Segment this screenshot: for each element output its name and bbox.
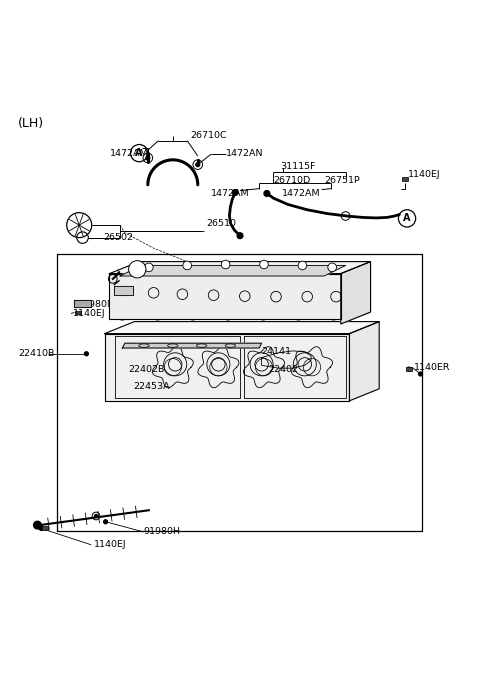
Circle shape (84, 352, 88, 356)
Circle shape (255, 349, 258, 352)
Text: 31115F: 31115F (280, 162, 315, 171)
Text: 1472AN: 1472AN (226, 149, 263, 157)
Circle shape (146, 156, 150, 160)
Text: 22402B: 22402B (129, 365, 165, 374)
Circle shape (117, 278, 121, 283)
Text: 1140EJ: 1140EJ (408, 170, 441, 179)
Circle shape (144, 263, 153, 271)
Circle shape (328, 263, 336, 271)
Bar (75, 310, 81, 315)
Text: 26510: 26510 (206, 219, 236, 228)
Circle shape (118, 280, 122, 284)
Polygon shape (122, 343, 262, 348)
Circle shape (81, 301, 84, 306)
Bar (402, 177, 408, 181)
Circle shape (117, 270, 121, 274)
Text: 24141: 24141 (262, 347, 292, 356)
Polygon shape (114, 285, 133, 295)
Text: 26502: 26502 (103, 233, 133, 242)
Polygon shape (341, 262, 371, 324)
Text: A: A (403, 214, 411, 223)
Circle shape (104, 520, 108, 523)
Circle shape (183, 261, 192, 270)
Circle shape (67, 213, 92, 237)
Text: (LH): (LH) (18, 117, 44, 130)
Polygon shape (105, 333, 349, 401)
Text: 91980H: 91980H (143, 527, 180, 536)
Text: 22402: 22402 (268, 365, 298, 374)
Circle shape (419, 372, 422, 376)
Text: 1140EJ: 1140EJ (94, 540, 126, 549)
Circle shape (298, 261, 307, 270)
Text: 26710D: 26710D (274, 177, 311, 185)
Text: A: A (135, 148, 143, 158)
Circle shape (142, 379, 146, 383)
Bar (406, 367, 412, 371)
Text: 1140EJ: 1140EJ (73, 309, 106, 318)
Text: 26751P: 26751P (324, 177, 360, 185)
Circle shape (129, 260, 146, 278)
Polygon shape (109, 274, 341, 319)
Text: 91980N: 91980N (78, 300, 115, 309)
Polygon shape (120, 265, 346, 276)
Circle shape (272, 361, 276, 364)
Circle shape (39, 527, 43, 530)
Circle shape (132, 363, 136, 367)
Polygon shape (74, 300, 91, 307)
Polygon shape (105, 322, 379, 333)
Text: 1472AM: 1472AM (282, 189, 321, 198)
Text: 1472AM: 1472AM (110, 149, 149, 157)
Polygon shape (349, 322, 379, 401)
Text: 26712B: 26712B (263, 272, 300, 281)
Circle shape (120, 273, 124, 277)
Text: 27325: 27325 (172, 278, 202, 287)
Circle shape (221, 260, 230, 269)
Text: 22453A: 22453A (133, 382, 170, 391)
Circle shape (237, 232, 243, 239)
Circle shape (260, 260, 268, 269)
Polygon shape (109, 262, 371, 274)
Circle shape (264, 191, 270, 196)
Text: 1472AM: 1472AM (211, 189, 250, 198)
Circle shape (233, 267, 237, 270)
Circle shape (232, 189, 238, 196)
Circle shape (407, 367, 411, 371)
Circle shape (196, 163, 200, 166)
Text: 11403B: 11403B (177, 271, 213, 280)
Text: 1140ER: 1140ER (414, 363, 450, 372)
Text: 26710C: 26710C (191, 132, 227, 141)
Bar (42, 526, 48, 530)
Text: 22410B: 22410B (18, 349, 55, 358)
Circle shape (95, 514, 97, 517)
Circle shape (34, 521, 41, 529)
